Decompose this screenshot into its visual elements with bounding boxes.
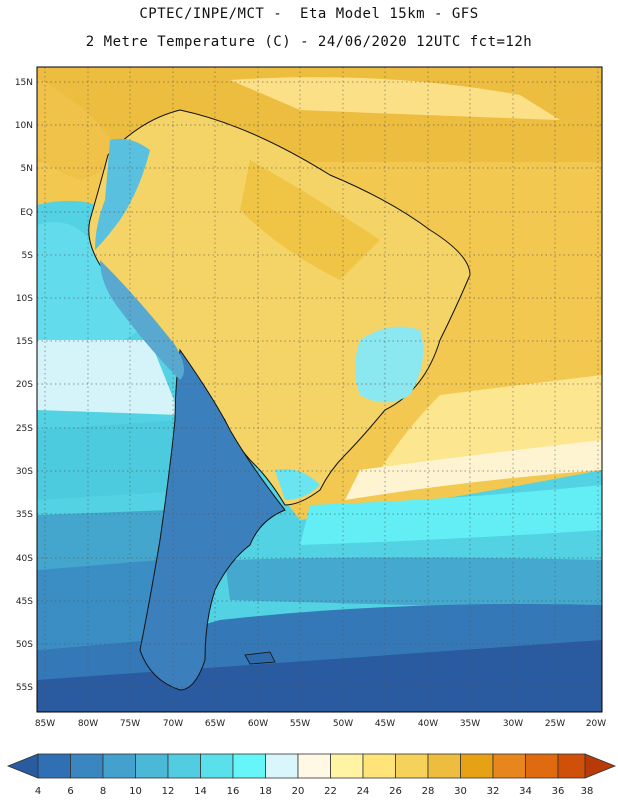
- colorbar-swatch: [37, 753, 71, 779]
- pacific-deep-band: [37, 560, 160, 650]
- lon-label: 75W: [120, 719, 140, 729]
- lon-label: 30W: [503, 719, 523, 729]
- lon-label: 80W: [78, 719, 98, 729]
- colorbar-swatch: [330, 753, 364, 779]
- colorbar-label: 4: [35, 786, 41, 797]
- colorbar-label: 24: [357, 786, 370, 797]
- falkland-islands: [244, 651, 276, 665]
- colorbar-swatch: [297, 753, 331, 779]
- lon-label: 45W: [375, 719, 395, 729]
- lon-label: 50W: [333, 719, 353, 729]
- colorbar-label: 30: [454, 786, 467, 797]
- colorbar-label: 28: [422, 786, 435, 797]
- atlantic-cream-band: [345, 440, 602, 500]
- colorbar-swatch: [557, 753, 586, 779]
- map-canvas: [37, 67, 602, 712]
- colorbar-high-arrow: [584, 753, 617, 779]
- colorbar-swatch: [265, 753, 299, 779]
- caribbean-light-band: [230, 77, 560, 120]
- colorbar-low-arrow: [6, 753, 39, 779]
- colorbar-swatch: [362, 753, 396, 779]
- lat-label: 50S: [16, 640, 33, 650]
- colorbar-label: 36: [552, 786, 565, 797]
- colorbar-swatch: [525, 753, 559, 779]
- longitude-axis: 85W 80W 75W 70W 65W 60W 55W 50W 45W 40W …: [35, 719, 606, 729]
- pacific-blue-band: [37, 510, 170, 570]
- colorbar-label: 20: [292, 786, 305, 797]
- colorbar-label: 26: [389, 786, 402, 797]
- lon-label: 85W: [35, 719, 55, 729]
- colorbar-label: 6: [67, 786, 73, 797]
- lat-label: 10S: [16, 294, 33, 304]
- colorbar-label: 8: [100, 786, 106, 797]
- lon-label: 70W: [163, 719, 183, 729]
- lat-label: 35S: [16, 510, 33, 520]
- brazil-highland-cool-region: [355, 326, 424, 403]
- map-subtitle: 2 Metre Temperature (C) - 24/06/2020 12U…: [85, 34, 533, 50]
- lon-label: 60W: [248, 719, 268, 729]
- andes-central-cool-region: [100, 260, 184, 380]
- colorbar-swatch: [395, 753, 429, 779]
- lat-label: 25S: [16, 424, 33, 434]
- atlantic-cyan-band: [300, 485, 602, 545]
- colorbar-label: 16: [227, 786, 240, 797]
- colorbar-label: 10: [129, 786, 142, 797]
- colorbar-swatch: [70, 753, 104, 779]
- pacific-pale-band: [37, 340, 180, 415]
- andes-north-cool-region: [95, 138, 150, 250]
- colorbar-label: 34: [519, 786, 532, 797]
- colorbar-swatch: [427, 753, 461, 779]
- lat-label: 55S: [16, 683, 33, 693]
- colorbar-swatch: [460, 753, 494, 779]
- colorbar-swatch: [102, 753, 136, 779]
- lat-label: 5S: [22, 251, 34, 261]
- colorbar-swatch: [135, 753, 169, 779]
- lat-label: 10N: [15, 121, 33, 131]
- colorbar-swatch: [492, 753, 526, 779]
- map-title: CPTEC/INPE/MCT - Eta Model 15km - GFS: [139, 6, 479, 22]
- colorbar-label: 18: [259, 786, 272, 797]
- colorbar-label: 14: [194, 786, 207, 797]
- lon-label: 20W: [586, 719, 606, 729]
- lon-label: 55W: [290, 719, 310, 729]
- pacific-cool-band: [37, 420, 200, 500]
- lat-label: 20S: [16, 380, 33, 390]
- map-frame: [36, 66, 603, 713]
- colorbar-swatch: [200, 753, 234, 779]
- lon-label: 35W: [460, 719, 480, 729]
- atlantic-blue-band: [225, 557, 602, 610]
- temperature-colorbar: 4 6 8 10 12 14 16 18 20 22 24 26 28 30 3…: [6, 753, 617, 797]
- lat-label: 15N: [15, 78, 33, 88]
- lat-label: 40S: [16, 554, 33, 564]
- colorbar-label: 22: [324, 786, 337, 797]
- colorbar-swatch: [167, 753, 201, 779]
- latitude-axis: 15N 10N 5N EQ 5S 10S 15S 20S 25S 30S 35S…: [15, 78, 33, 693]
- colorbar-swatch: [232, 753, 266, 779]
- lat-label: 5N: [21, 164, 33, 174]
- lon-label: 40W: [418, 719, 438, 729]
- amazon-warm-region: [240, 160, 380, 280]
- patagonia-land: [139, 348, 286, 691]
- atlantic-yellow-band: [380, 375, 602, 470]
- lon-label: 65W: [205, 719, 225, 729]
- lat-label: 15S: [16, 337, 33, 347]
- lat-label: 30S: [16, 467, 33, 477]
- lat-label: EQ: [20, 208, 33, 218]
- lat-label: 45S: [16, 597, 33, 607]
- colorbar-label: 38: [581, 786, 594, 797]
- colorbar-label: 12: [162, 786, 175, 797]
- uruguay-cool-region: [275, 469, 320, 500]
- central-america-land: [37, 78, 120, 180]
- southern-coldest-band: [37, 640, 602, 712]
- lon-label: 25W: [545, 719, 565, 729]
- colorbar-label: 32: [487, 786, 500, 797]
